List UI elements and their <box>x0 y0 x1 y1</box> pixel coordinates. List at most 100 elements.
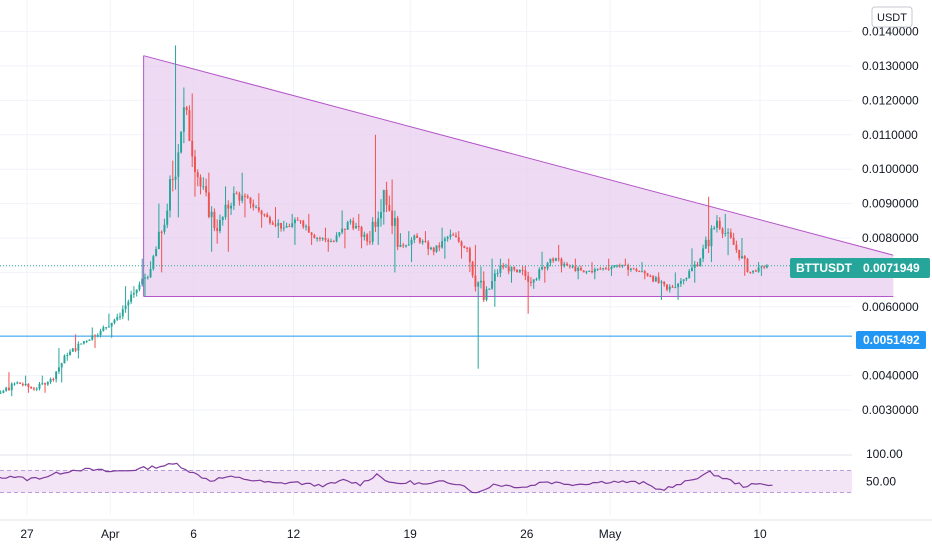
candle-body <box>46 381 49 385</box>
candle-body <box>399 244 402 247</box>
candle-body <box>124 305 127 310</box>
candle-body <box>205 186 208 193</box>
candle-body <box>21 383 24 386</box>
candle-body <box>307 226 310 233</box>
candle-body <box>363 234 366 237</box>
candle-body <box>332 241 335 243</box>
candle-body <box>460 241 463 247</box>
candle-body <box>343 228 346 230</box>
candle-body <box>702 248 705 259</box>
candle-body <box>479 280 482 283</box>
candle-body <box>235 193 238 195</box>
candle-body <box>374 221 377 227</box>
candle-body <box>488 288 491 290</box>
candle-body <box>446 236 449 239</box>
candle-body <box>266 214 269 218</box>
candle-body <box>321 238 324 240</box>
candle-body <box>132 293 135 295</box>
candle-body <box>13 383 16 385</box>
candle-body <box>715 220 718 228</box>
candle-body <box>421 241 424 243</box>
candle-body <box>513 267 516 270</box>
candle-body <box>157 231 160 249</box>
candle-body <box>366 234 369 242</box>
candle-body <box>735 244 738 250</box>
candle-body <box>416 235 419 238</box>
candle-body <box>82 341 85 344</box>
candle-body <box>635 268 638 272</box>
candle-body <box>44 383 47 385</box>
candle-body <box>119 316 121 318</box>
candle-body <box>402 244 405 246</box>
candle-body <box>166 210 169 225</box>
candle-body <box>738 249 741 259</box>
rsi-band <box>0 470 852 493</box>
candle-body <box>221 217 224 221</box>
candle-body <box>5 387 8 391</box>
candle-body <box>277 222 280 226</box>
candle-body <box>427 242 430 250</box>
rsi-pane: 100.00 50.00 <box>0 447 903 494</box>
candle-body <box>749 271 752 273</box>
candle-body <box>552 258 555 261</box>
candle-body <box>194 156 196 173</box>
price-tick-label: 0.0100000 <box>862 162 919 176</box>
candle-body <box>591 270 593 273</box>
candle-body <box>91 335 94 340</box>
currency-badge[interactable]: USDT <box>871 6 913 28</box>
candle-body <box>624 264 627 266</box>
candle-body <box>32 388 35 390</box>
candle-body <box>338 232 341 236</box>
candle-body <box>574 266 577 272</box>
candle-body <box>568 265 571 267</box>
time-axis[interactable]: 27 Apr 6 12 19 26 May 10 <box>20 527 767 541</box>
candle-body <box>180 131 183 153</box>
candle-body <box>313 235 316 239</box>
candle-body <box>691 267 693 272</box>
candle-body <box>418 238 421 243</box>
candle-body <box>577 267 580 272</box>
candle-body <box>471 261 474 276</box>
currency-label: USDT <box>877 12 907 24</box>
candle-body <box>602 268 605 270</box>
candle-body <box>696 264 699 267</box>
candle-body <box>613 265 616 268</box>
candle-body <box>127 301 130 306</box>
candle-body <box>560 258 563 267</box>
candle-body <box>85 340 88 342</box>
candle-body <box>77 343 80 351</box>
candle-body <box>199 177 202 187</box>
candle-body <box>305 226 308 228</box>
candle-body <box>227 204 230 209</box>
candle-body <box>596 268 599 270</box>
candle-body <box>80 343 83 345</box>
candle-body <box>196 172 199 178</box>
time-tick-label: 26 <box>520 527 534 541</box>
candle-body <box>529 281 532 283</box>
candle-body <box>666 284 668 290</box>
candle-body <box>563 263 566 267</box>
candle-body <box>268 217 271 223</box>
candle-body <box>660 281 663 283</box>
candle-body <box>357 225 360 228</box>
candle-body <box>243 195 246 197</box>
candle-body <box>177 152 180 177</box>
candle-body <box>144 277 146 279</box>
candle-body <box>524 270 527 277</box>
candle-body <box>27 383 30 388</box>
candle-body <box>0 392 2 394</box>
rsi-tick-label: 50.00 <box>866 475 896 489</box>
candle-body <box>210 211 213 217</box>
candle-body <box>732 237 735 245</box>
candle-body <box>435 245 438 252</box>
candle-body <box>110 322 113 327</box>
candle-body <box>663 281 666 285</box>
candle-body <box>604 268 607 270</box>
candle-body <box>657 277 660 283</box>
candle-body <box>391 210 394 226</box>
triangle-upper-trendline[interactable] <box>143 55 894 256</box>
price-tick-label: 0.0130000 <box>862 59 919 73</box>
descending-triangle-pattern[interactable] <box>143 55 894 297</box>
candle-body <box>593 269 596 273</box>
